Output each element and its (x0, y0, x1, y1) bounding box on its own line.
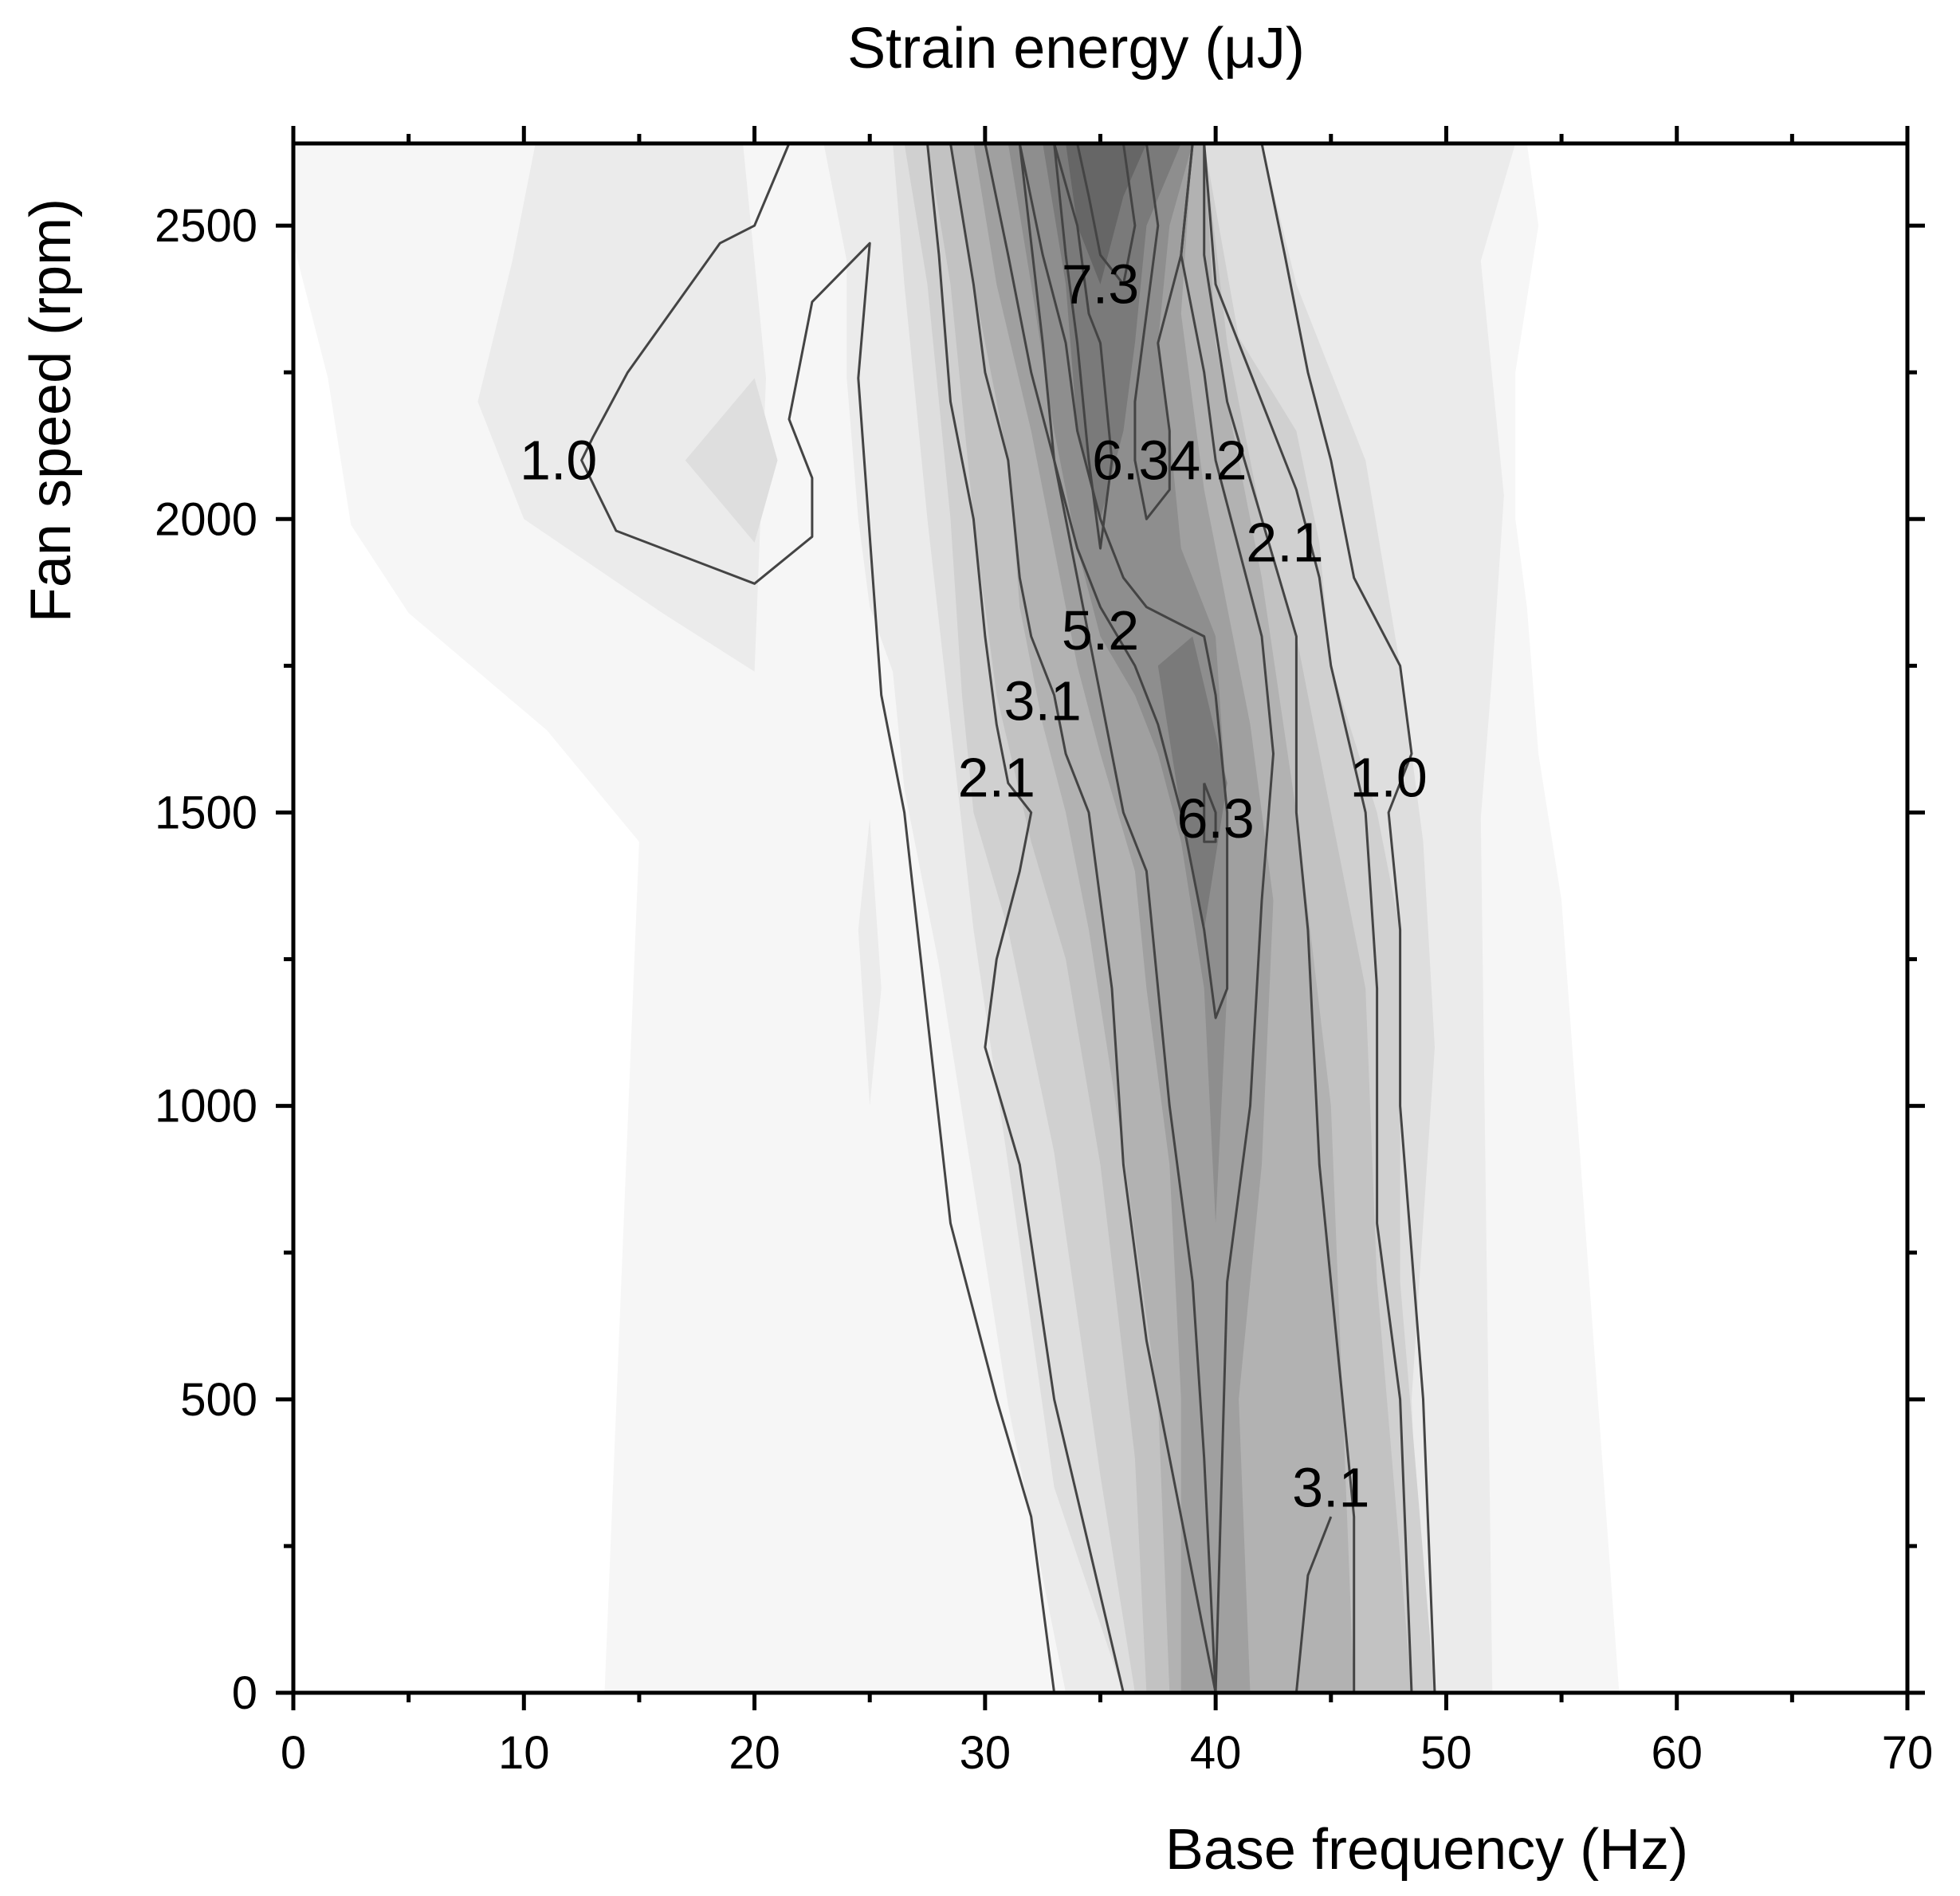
x-tick-label-0: 0 (281, 1727, 306, 1779)
contour-line-6-3-11 (1133, 143, 1194, 520)
x-tick-labels: 0 10 20 30 40 50 60 70 (281, 1727, 1933, 1779)
contour-line-6-3-10 (1053, 143, 1114, 550)
y-tick-label-1000: 1000 (155, 1081, 257, 1132)
contour-line-4-2-8 (1180, 143, 1275, 1694)
x-tick-label-50: 50 (1420, 1727, 1472, 1779)
y-axis-label: Fan speed (rpm) (19, 198, 83, 622)
contour-band-4-2-8 (973, 143, 1274, 1693)
contour-line-layer (580, 143, 1436, 1694)
contour-fill-layer (293, 143, 1620, 1693)
y-tick-labels: 0 500 1000 1500 2000 2500 (155, 200, 257, 1719)
contour-line-1-0-1 (1260, 143, 1436, 1694)
x-tick-label-30: 30 (960, 1727, 1011, 1779)
y-tick-label-1500: 1500 (155, 787, 257, 838)
chart-title: Strain energy (μJ) (847, 17, 1305, 80)
contour-line-7-3-13 (1076, 143, 1137, 286)
contour-line-5-2-9 (1018, 143, 1229, 1019)
contour-label-1: 6.34.2 (1092, 430, 1247, 492)
x-tick-label-20: 20 (729, 1727, 780, 1779)
contour-label-4: 5.2 (1062, 599, 1139, 661)
contour-line-4-2-7 (984, 143, 1217, 1694)
contour-band-6-3-11 (1157, 636, 1227, 930)
contour-line-2-1-3 (1203, 143, 1413, 1694)
axis-ticks (276, 126, 1925, 1710)
contour-band-5-2-9 (1007, 143, 1227, 1223)
contour-label-3: 2.1 (1246, 512, 1323, 574)
contour-band-1-2 (858, 818, 882, 1106)
contour-label-7: 1.0 (1349, 746, 1427, 808)
x-axis-label: Base frequency (Hz) (1165, 1818, 1688, 1882)
contour-label-2: 1.0 (520, 430, 597, 492)
contour-line-1-0-0 (580, 143, 1056, 1694)
y-tick-label-2000: 2000 (155, 493, 257, 545)
contour-line-3-1-5 (1203, 143, 1356, 1693)
contour-label-6: 2.1 (958, 746, 1035, 808)
y-tick-label-500: 500 (180, 1374, 257, 1426)
contour-label-0: 7.3 (1062, 253, 1139, 316)
y-tick-label-2500: 2500 (155, 200, 257, 252)
contour-line-3-1-4 (949, 143, 1217, 1694)
contour-line-6-3-12 (1203, 783, 1217, 843)
contour-label-5: 3.1 (1004, 670, 1082, 732)
y-tick-label-0: 0 (232, 1667, 257, 1719)
x-tick-label-10: 10 (498, 1727, 550, 1779)
contour-line-2-1-2 (926, 143, 1125, 1694)
contour-band-1-6-4 (685, 378, 778, 543)
contour-label-layer: 7.3 6.34.2 1.0 2.1 5.2 3.1 2.1 1.0 6.3 3.1 (520, 253, 1428, 1519)
x-tick-label-40: 40 (1190, 1727, 1242, 1779)
x-tick-label-60: 60 (1651, 1727, 1703, 1779)
contour-line-3-1-6 (1294, 1516, 1333, 1694)
contour-label-9: 3.1 (1292, 1456, 1369, 1518)
contour-label-8: 6.3 (1176, 787, 1254, 850)
x-tick-label-70: 70 (1882, 1727, 1934, 1779)
